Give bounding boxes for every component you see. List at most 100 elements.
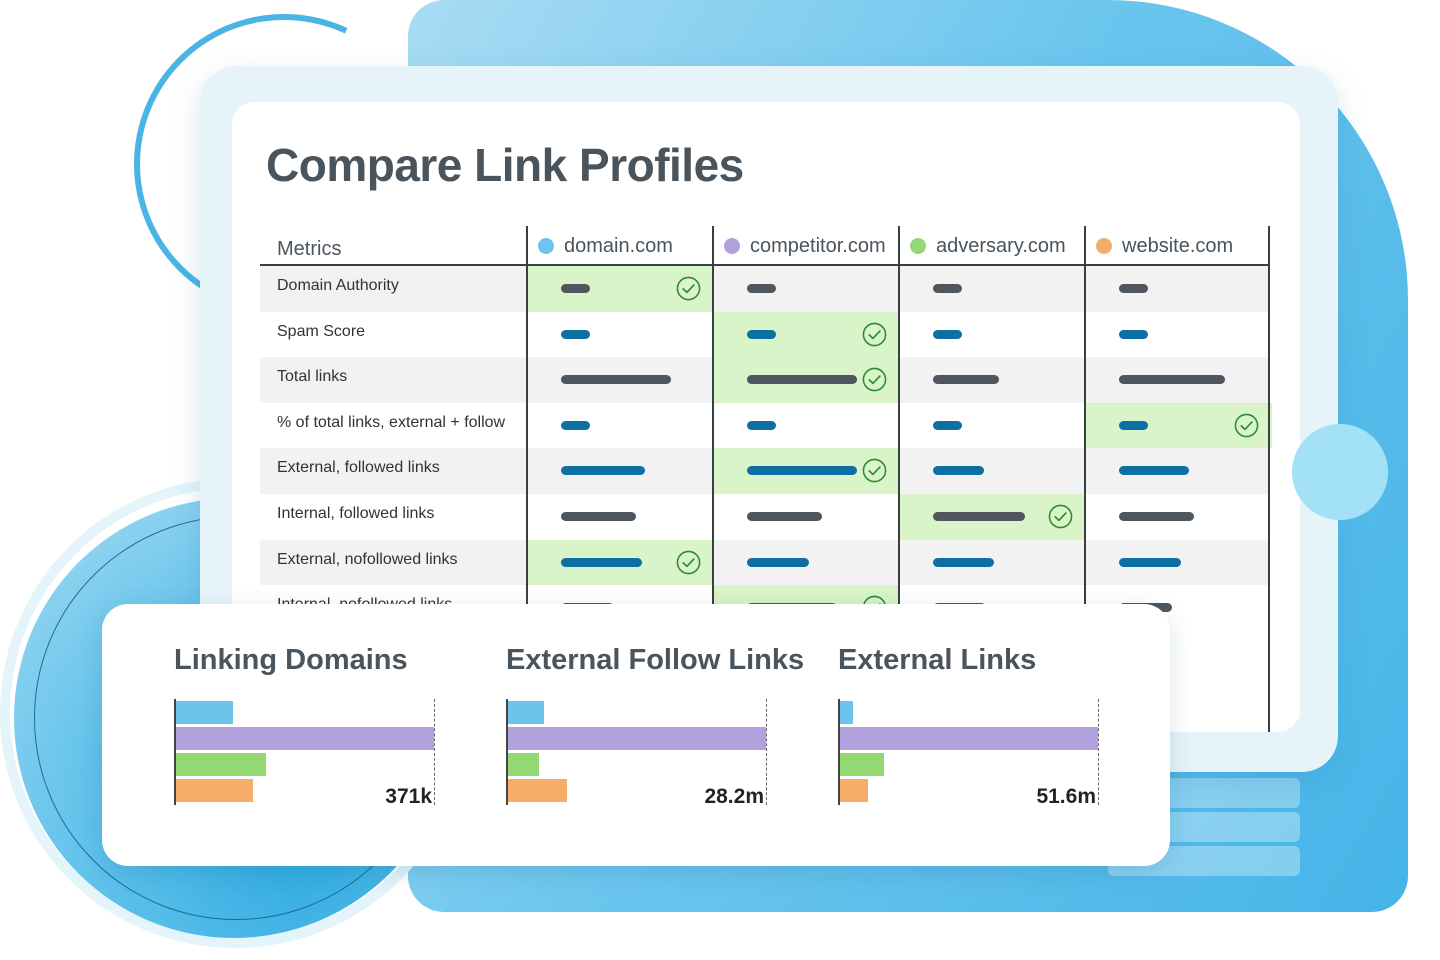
metric-cell [714, 403, 900, 449]
metric-cell [1086, 448, 1272, 494]
metric-label: External, followed links [277, 459, 440, 477]
metric-value-bar [1119, 466, 1189, 476]
chart-bar-website [176, 779, 253, 802]
metric-label: External, nofollowed links [277, 550, 458, 568]
chart-bar-domain [840, 701, 853, 724]
chart-bar-adversary [840, 753, 884, 776]
metric-cell [714, 448, 900, 494]
table-body: Domain Authority Spam Score Total links % o… [260, 266, 1272, 631]
metric-value-bar [1119, 375, 1225, 385]
metric-label: Spam Score [277, 322, 366, 340]
table-row: % of total links, external + follow [260, 402, 1272, 449]
chart-bar-competitor [840, 727, 1098, 750]
column-divider [712, 226, 714, 732]
column-divider [1084, 226, 1086, 732]
metric-cell [1086, 494, 1272, 540]
metric-cell [528, 539, 714, 586]
site-header-competitor: competitor.com [714, 226, 900, 266]
metric-value-bar [747, 284, 776, 293]
site-name: domain.com [564, 234, 673, 257]
winner-check-icon [1234, 413, 1259, 438]
summary-bar-chart: 28.2m [506, 699, 768, 809]
metric-value-bar [933, 375, 999, 385]
site-name: website.com [1122, 234, 1234, 257]
winner-check-icon [1048, 504, 1073, 529]
metric-label: Total links [277, 368, 348, 386]
metric-cell [900, 403, 1086, 449]
table-header: Metrics domain.com competitor.com adversar… [260, 226, 1270, 266]
chart-total-value: 51.6m [1036, 785, 1096, 808]
metric-value-bar [1119, 511, 1194, 521]
chart-bar-website [840, 779, 868, 802]
metric-cell [900, 540, 1086, 586]
metric-cell [1086, 357, 1272, 403]
metric-cell [528, 494, 714, 540]
metric-value-bar [747, 375, 857, 385]
metric-value-bar [561, 284, 590, 293]
metric-cell [900, 448, 1086, 494]
metric-value-bar [1119, 284, 1148, 293]
summary-bar-chart: 371k [174, 699, 436, 809]
metric-cell [900, 357, 1086, 403]
metric-cell [1086, 312, 1272, 358]
site-header-website: website.com [1086, 226, 1272, 266]
metrics-header: Metrics [277, 238, 342, 260]
summary-chart-external-follow-links: External Follow Links 28.2m [506, 644, 806, 809]
table-row: Spam Score [260, 311, 1272, 358]
chart-bar-adversary [176, 753, 266, 776]
metric-value-bar [933, 420, 962, 430]
chart-max-line [1098, 699, 1099, 805]
column-divider [898, 226, 900, 732]
metric-value-bar [747, 329, 776, 339]
chart-axis [174, 699, 176, 805]
metric-value-bar [1119, 329, 1148, 339]
chart-axis [506, 699, 508, 805]
table-row: Domain Authority [260, 266, 1270, 312]
site-color-dot [724, 238, 740, 254]
site-color-dot [538, 238, 554, 254]
metric-value-bar [933, 557, 994, 567]
site-header-domain: domain.com [528, 226, 714, 266]
metric-value-bar [561, 466, 645, 476]
metric-cell [1086, 266, 1272, 312]
table-row: Total links [260, 357, 1270, 403]
metric-cell [528, 312, 714, 358]
metric-cell [528, 357, 714, 403]
metric-cell [1086, 540, 1272, 586]
metric-cell [714, 311, 900, 358]
table-row: External, followed links [260, 448, 1270, 494]
metric-value-bar [933, 466, 984, 476]
metric-value-bar [933, 284, 962, 293]
metric-cell [900, 312, 1086, 358]
winner-check-icon [862, 458, 887, 483]
decorative-bubble [1292, 424, 1388, 520]
metric-cell [714, 357, 900, 403]
metric-value-bar [747, 420, 776, 430]
metric-cell [528, 403, 714, 449]
table-row: Internal, followed links [260, 493, 1272, 540]
metric-label: % of total links, external + follow [277, 413, 506, 431]
column-divider [1268, 226, 1270, 732]
chart-bar-domain [508, 701, 544, 724]
metric-value-bar [561, 511, 636, 521]
metric-value-bar [747, 466, 857, 476]
site-name: competitor.com [750, 234, 886, 257]
chart-bar-competitor [176, 727, 434, 750]
metric-value-bar [933, 511, 1025, 521]
site-color-dot [1096, 238, 1112, 254]
chart-axis [838, 699, 840, 805]
summary-chart-external-links: External Links 51.6m [838, 644, 1138, 809]
metric-value-bar [1119, 420, 1148, 430]
table-row: External, nofollowed links [260, 539, 1272, 586]
chart-total-value: 371k [385, 785, 432, 808]
metric-cell [528, 266, 714, 312]
summary-bar-chart: 51.6m [838, 699, 1100, 809]
metric-cell [714, 540, 900, 586]
metric-cell [1086, 402, 1272, 449]
metric-label: Internal, followed links [277, 504, 435, 522]
site-name: adversary.com [936, 234, 1066, 257]
metric-cell [714, 266, 900, 312]
page-title: Compare Link Profiles [266, 139, 744, 191]
summary-chart-title: External Links [838, 644, 1037, 676]
summary-chart-title: Linking Domains [174, 644, 408, 676]
